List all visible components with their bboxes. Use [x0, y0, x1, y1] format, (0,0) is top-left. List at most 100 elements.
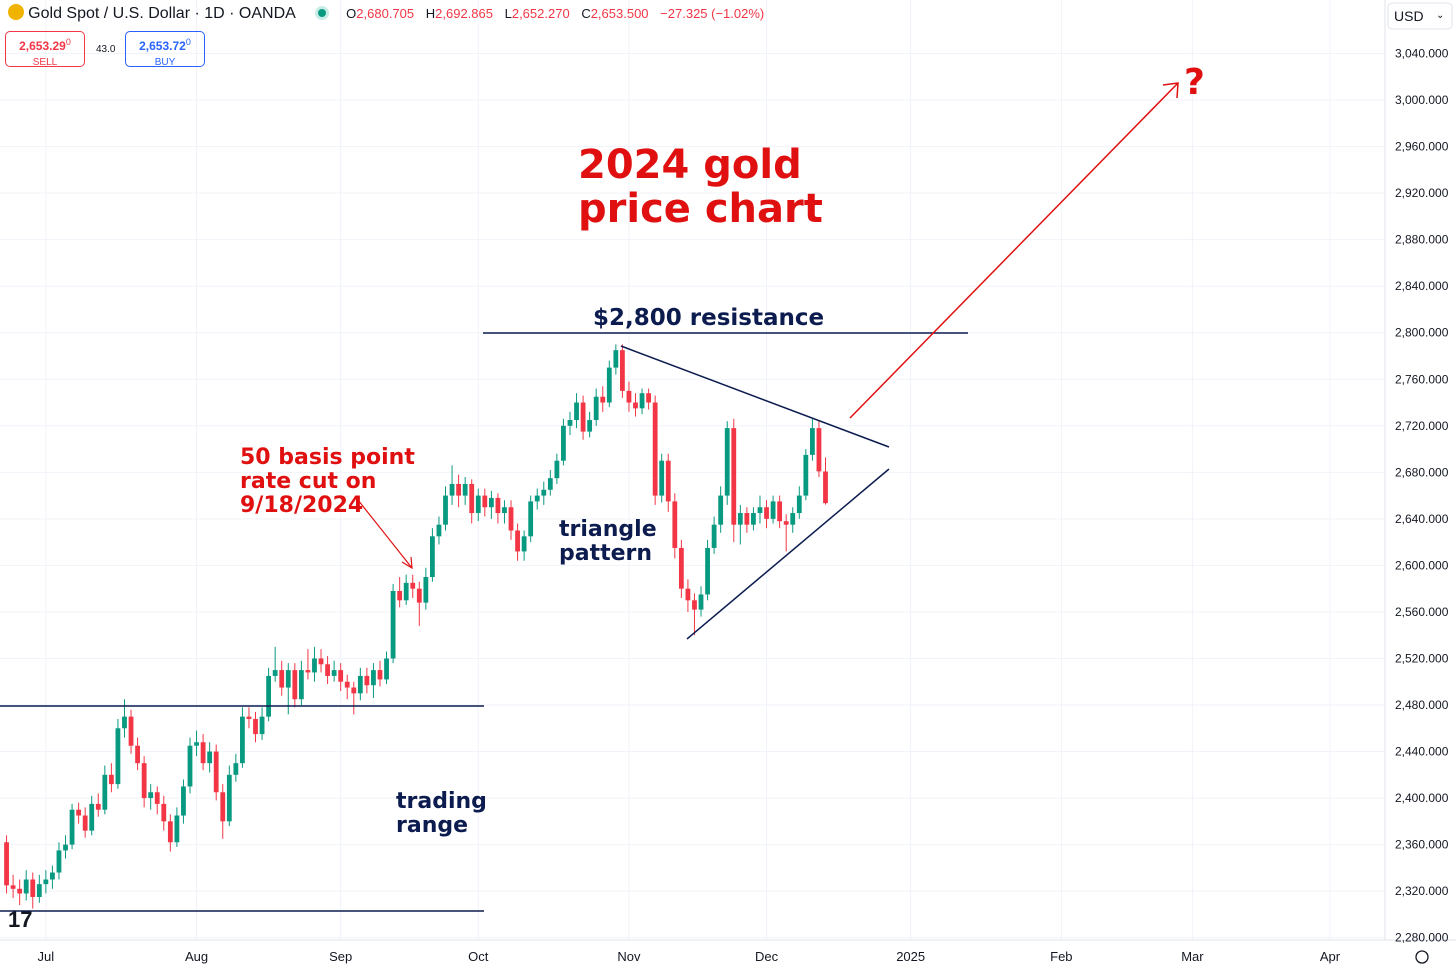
buy-sup: 0	[185, 37, 191, 47]
candle-body	[502, 507, 507, 514]
candle-body	[187, 745, 193, 787]
x-tick-label: Nov	[617, 949, 641, 964]
candle-body	[534, 495, 540, 502]
question-mark: ?	[1184, 62, 1205, 103]
candle-body	[724, 428, 730, 496]
ohlc-label: C	[581, 6, 591, 21]
triangle-label: triangle	[559, 517, 657, 542]
candle-body	[148, 792, 154, 799]
y-tick-label: 2,960.000	[1395, 140, 1449, 154]
candle-body	[462, 483, 468, 496]
title-line: 2024 gold	[578, 142, 802, 188]
candle-body	[351, 687, 357, 694]
rate-cut-label: 50 basis point	[240, 445, 415, 470]
candle-body	[76, 809, 82, 816]
candle-body	[305, 670, 311, 673]
candle-body	[233, 763, 239, 775]
candle-body	[436, 524, 442, 537]
y-tick-label: 2,720.000	[1395, 419, 1449, 433]
candle-body	[593, 396, 599, 420]
candle-body	[685, 588, 691, 601]
candle-body	[482, 495, 488, 508]
candle-body	[390, 590, 396, 659]
candle-body	[449, 483, 455, 496]
candle-body	[796, 495, 802, 514]
candle-body	[803, 454, 809, 496]
ohlc-value: 2,652.270	[511, 6, 570, 21]
candle-body	[639, 393, 645, 409]
candle-body	[547, 478, 553, 490]
candle-body	[298, 670, 304, 700]
candle-body	[167, 821, 173, 843]
candle-body	[606, 367, 612, 403]
candle-body	[30, 879, 36, 897]
rate-cut-label: 9/18/2024	[240, 493, 363, 518]
candle-body	[652, 402, 658, 496]
candle-body	[331, 670, 337, 676]
candle-body	[207, 751, 213, 764]
candle-body	[633, 402, 638, 409]
x-tick-label: Aug	[185, 949, 208, 964]
candle-body	[50, 872, 55, 880]
symbol-icon	[8, 4, 24, 20]
y-tick-label: 2,640.000	[1395, 512, 1449, 526]
x-tick-label: Dec	[755, 949, 779, 964]
candle-body	[102, 774, 108, 810]
candle-body	[240, 716, 245, 764]
candle-body	[711, 524, 717, 548]
rate-cut-arrow	[357, 499, 413, 569]
candle-body	[95, 803, 101, 810]
candle-body	[82, 815, 88, 831]
candle-body	[4, 842, 9, 886]
candle-body	[318, 658, 324, 665]
ohlc-label: O	[346, 6, 357, 21]
candle-body	[475, 495, 481, 514]
currency-button[interactable]	[1387, 2, 1453, 30]
candle-body	[89, 803, 95, 831]
sell-button[interactable]: 2,653.290 SELL	[5, 31, 85, 68]
resistance-label: $2,800 resistance	[593, 305, 824, 331]
y-tick-label: 2,600.000	[1395, 558, 1449, 572]
y-tick-label: 2,760.000	[1395, 372, 1449, 386]
candle-body	[574, 402, 579, 420]
candle-body	[737, 513, 743, 525]
candle-body	[279, 670, 285, 688]
candle-body	[809, 428, 815, 455]
candle-body	[200, 742, 206, 764]
y-tick-label: 2,680.000	[1395, 465, 1449, 479]
y-tick-label: 2,520.000	[1395, 651, 1449, 665]
y-tick-label: 2,320.000	[1395, 884, 1449, 898]
candle-body	[10, 885, 16, 889]
ohlc-value: 2,692.865	[435, 6, 493, 21]
x-tick-label: 2025	[896, 949, 925, 964]
candle-body	[272, 670, 278, 676]
candle-body	[816, 428, 822, 472]
candle-body	[757, 507, 763, 514]
buy-button[interactable]: 2,653.720 BUY	[125, 31, 205, 68]
ohlc-label: L	[504, 6, 512, 21]
candle-body	[43, 879, 49, 885]
ohlc-value: 2,653.500	[590, 6, 649, 21]
candle-body	[128, 716, 134, 746]
candle-body	[777, 501, 783, 522]
candle-body	[619, 350, 625, 391]
arrow-line	[849, 82, 1179, 419]
candle-body	[718, 495, 724, 525]
spread: 43.0	[96, 44, 116, 55]
symbol: Gold Spot / U.S. Dollar · 1D · OANDA	[28, 5, 296, 22]
candle-body	[36, 884, 42, 897]
candle-body	[659, 460, 665, 496]
candle-body	[672, 501, 678, 548]
candle-body	[259, 716, 265, 735]
candle-body	[403, 582, 409, 601]
candle-body	[181, 786, 186, 816]
candle-body	[751, 513, 756, 525]
candle-body	[141, 763, 147, 799]
sell-label: SELL	[32, 57, 58, 68]
status-dot	[317, 9, 326, 17]
candle-body	[226, 774, 232, 822]
y-tick-label: 2,560.000	[1395, 605, 1449, 619]
settings-icon[interactable]	[1415, 950, 1429, 964]
candle-body	[678, 547, 684, 589]
